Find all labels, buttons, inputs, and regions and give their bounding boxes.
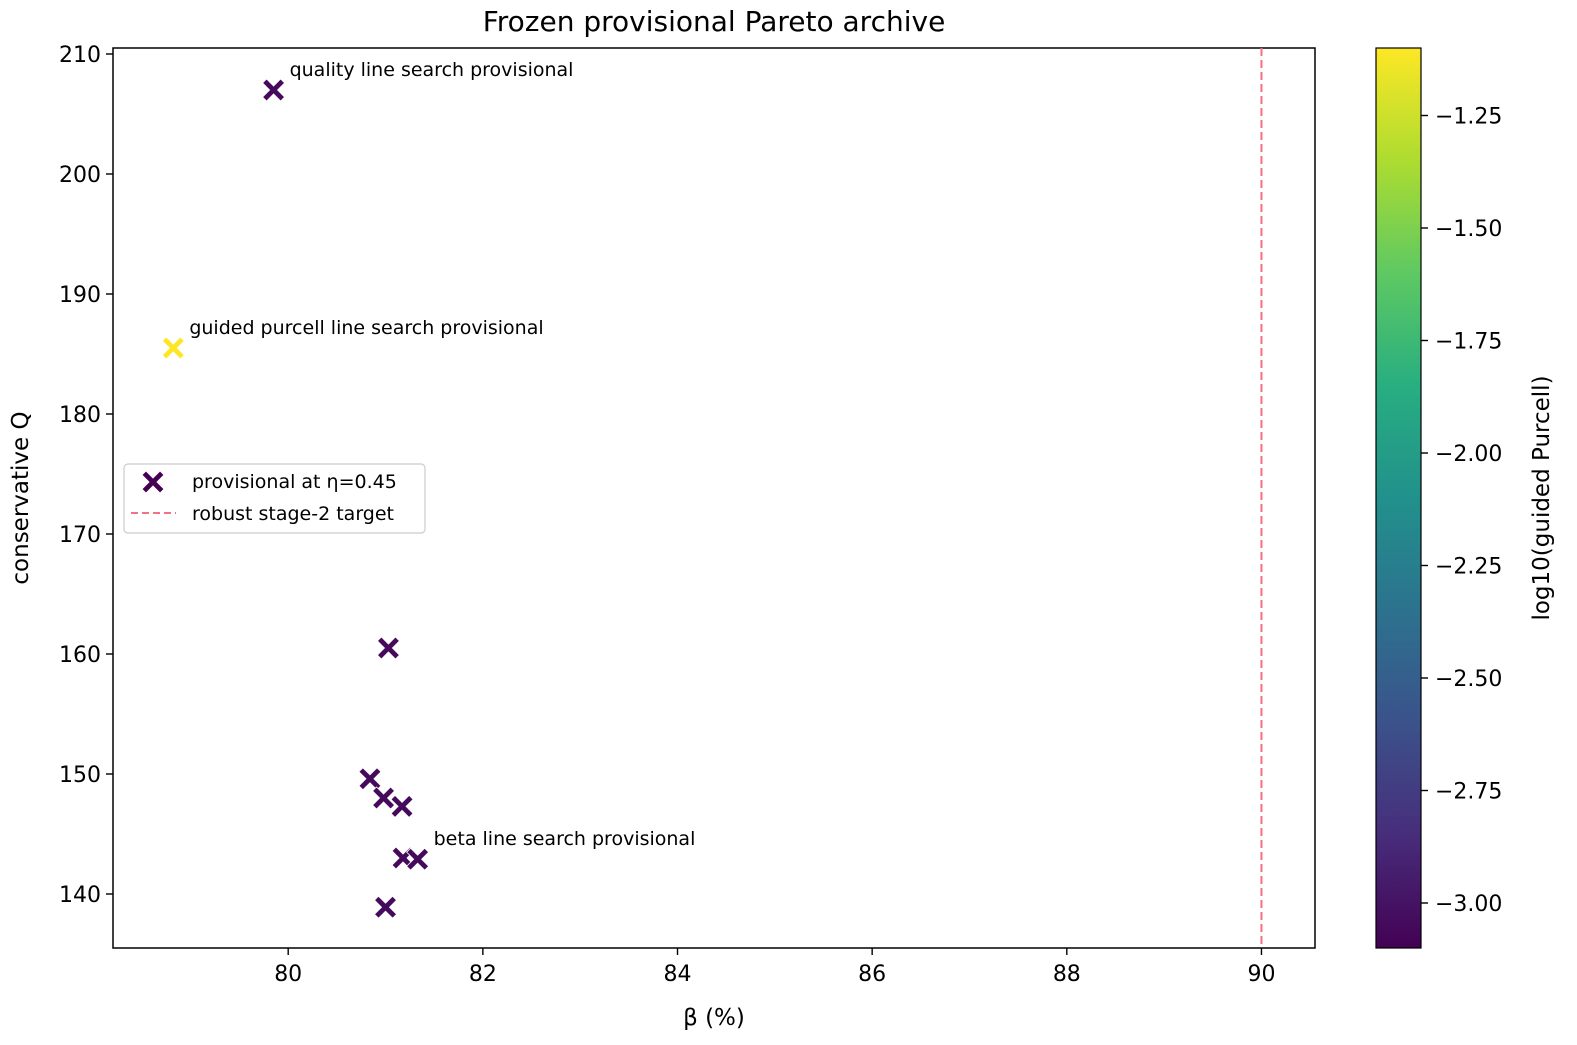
y-tick-label: 150 [59,763,101,788]
colorbar-tick-label: −2.50 [1435,667,1502,692]
x-tick-label: 80 [274,962,302,987]
y-axis-ticks: 140 150 160 170 180 190 200 210 [59,43,113,908]
legend-box [123,463,426,534]
colorbar: −1.25 −1.50 −1.75 −2.00 −2.25 −2.50 −2.75 −3.00… [1375,47,1555,949]
data-point [376,636,401,660]
x-axis-label: β (%) [683,1005,745,1031]
colorbar-tick-label: −3.00 [1435,892,1502,917]
colorbar-tick-label: −1.25 [1435,105,1502,130]
y-tick-label: 160 [59,643,101,668]
y-tick-label: 170 [59,523,101,548]
colorbar-label: log10(guided Purcell) [1529,375,1555,620]
x-tick-label: 88 [1053,962,1081,987]
y-tick-label: 140 [59,883,101,908]
y-axis-label: conservative Q [8,411,34,584]
data-points [161,78,430,919]
x-tick-label: 90 [1247,962,1275,987]
data-point [390,794,414,818]
x-axis-ticks: 80 82 84 86 88 90 [274,948,1275,987]
legend: provisional at η=0.45 robust stage-2 tar… [123,463,426,534]
data-point [373,895,398,919]
x-tick-label: 84 [664,962,692,987]
data-point [406,847,430,871]
x-tick-label: 86 [858,962,886,987]
point-annotation: beta line search provisional [434,828,696,850]
legend-x-marker [141,470,165,494]
legend-label-provisional: provisional at η=0.45 [192,471,397,493]
colorbar-tick-label: −2.00 [1435,442,1502,467]
legend-marker-provisional [141,470,165,494]
colorbar-tick-label: −1.50 [1435,217,1502,242]
colorbar-ticks: −1.25 −1.50 −1.75 −2.00 −2.25 −2.50 −2.75 −3.00 [1421,105,1502,917]
point-annotation: guided purcell line search provisional [189,317,543,339]
y-tick-label: 210 [59,43,101,68]
data-point [161,336,185,360]
data-point [262,78,286,102]
y-tick-label: 190 [59,283,101,308]
point-annotation: quality line search provisional [290,59,574,81]
colorbar-tick-label: −2.75 [1435,780,1502,805]
legend-label-target: robust stage-2 target [192,503,394,525]
chart-title: Frozen provisional Pareto archive [483,5,946,38]
y-tick-label: 200 [59,163,101,188]
y-tick-label: 180 [59,403,101,428]
colorbar-gradient [1375,47,1422,949]
colorbar-tick-label: −1.75 [1435,330,1502,355]
x-tick-label: 82 [469,962,497,987]
annotations: quality line search provisional guided pu… [189,59,695,850]
colorbar-tick-label: −2.25 [1435,555,1502,580]
data-point [372,786,396,810]
